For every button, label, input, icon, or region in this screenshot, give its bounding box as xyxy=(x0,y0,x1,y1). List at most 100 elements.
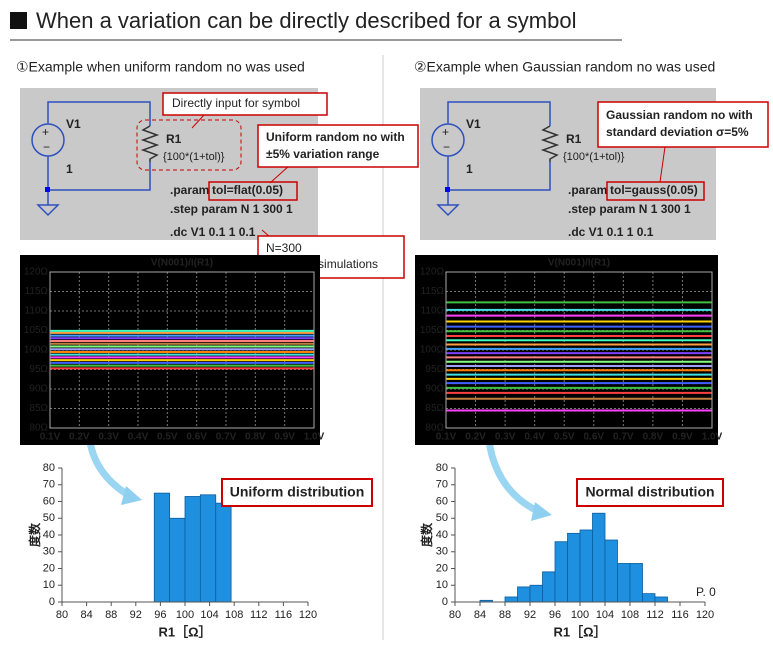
x-tick-label: 80 xyxy=(449,609,461,621)
callout: Uniform random no with ±5% variation ran… xyxy=(257,124,419,168)
y-tick-label: 90Ω xyxy=(425,384,444,395)
y-tick-label: 10 xyxy=(436,579,448,591)
x-tick-label: 0.8V xyxy=(245,432,266,443)
bar xyxy=(654,596,668,603)
x-tick-label: 0.7V xyxy=(216,432,237,443)
bar xyxy=(215,502,232,603)
x-tick-label: 92 xyxy=(524,609,536,621)
callout-text: N=300 xyxy=(266,241,302,255)
source-label: V1 xyxy=(66,117,81,131)
y-tick-label: 0 xyxy=(442,596,448,608)
annotation-box xyxy=(221,478,373,507)
code-line: tol=gauss(0.05) xyxy=(610,183,698,197)
callout-text: Directly input for symbol xyxy=(172,96,300,110)
y-tick-label: 80 xyxy=(436,462,448,474)
y-tick-label: 50 xyxy=(436,512,448,524)
bar xyxy=(199,494,217,603)
x-tick-label: 1.0V xyxy=(304,432,325,443)
resistor xyxy=(140,125,160,162)
y-tick-label: 85Ω xyxy=(425,403,444,414)
annotation-text: Uniform distribution xyxy=(230,484,365,500)
y-tick-label: 80Ω xyxy=(425,423,444,434)
bar xyxy=(529,584,543,603)
y-tick-label: 105Ω xyxy=(420,325,445,336)
resistor-label: R1 xyxy=(166,132,182,146)
x-tick-label: 0.1V xyxy=(40,432,61,443)
x-tick-label: 0.9V xyxy=(672,432,693,443)
y-tick-label: 120Ω xyxy=(24,267,49,278)
y-tick-label: 60 xyxy=(436,495,448,507)
bar xyxy=(642,593,656,603)
bar xyxy=(629,563,643,603)
x-tick-label: 112 xyxy=(250,609,268,621)
highlight xyxy=(136,119,242,171)
y-tick-label: 0 xyxy=(49,596,55,608)
x-tick-label: 0.2V xyxy=(69,432,90,443)
y-tick-label: 110Ω xyxy=(421,306,445,317)
charts: V(N001)/I(R1) 80Ω 85Ω 90Ω 95Ω 100Ω 105Ω 110Ω 115… xyxy=(20,255,723,639)
code-line: .dc V1 0.1 1 0.1 xyxy=(170,225,256,239)
bar xyxy=(604,539,618,603)
code-line: .step param N 1 300 1 xyxy=(170,202,293,216)
leader xyxy=(269,164,291,184)
slide-title: When a variation can be directly describ… xyxy=(36,8,576,33)
voltage-source xyxy=(431,123,465,157)
x-tick-label: 1.0V xyxy=(702,432,723,443)
plus: + xyxy=(42,125,49,139)
bar xyxy=(517,586,531,603)
resistor-label: R1 xyxy=(566,132,582,146)
y-tick-label: 100Ω xyxy=(420,345,445,356)
annotation: Uniform distribution xyxy=(221,478,373,507)
leader xyxy=(659,146,666,183)
bar xyxy=(554,541,568,603)
chart-title: V(N001)/I(R1) xyxy=(151,258,213,269)
code-line: tol=flat(0.05) xyxy=(212,183,283,197)
x-tick-label: 0.4V xyxy=(524,432,545,443)
bar xyxy=(567,532,581,603)
x-tick-label: 0.9V xyxy=(274,432,295,443)
y-tick-label: 115Ω xyxy=(25,286,49,297)
arrowhead xyxy=(531,502,552,521)
x-tick-label: 104 xyxy=(200,609,218,621)
plot-frame xyxy=(49,271,315,429)
x-tick-label: 0.5V xyxy=(157,432,178,443)
callout-text: ±5% variation range xyxy=(266,147,380,161)
y-tick-label: 70 xyxy=(436,479,448,491)
callout-text: standard deviation σ=5% xyxy=(606,125,749,139)
x-tick-label: 0.8V xyxy=(643,432,664,443)
title-bullet xyxy=(10,12,27,29)
node-dot xyxy=(45,187,50,192)
code-line: .dc V1 0.1 1 0.1 xyxy=(568,225,654,239)
annotation: Normal distribution xyxy=(576,478,724,507)
x-tick-label: 0.7V xyxy=(613,432,634,443)
y-tick-label: 20 xyxy=(436,562,448,574)
y-tick-label: 40 xyxy=(436,529,448,541)
x-tick-label: 96 xyxy=(549,609,561,621)
y-tick-label: 30 xyxy=(43,546,55,558)
x-tick-label: 0.4V xyxy=(128,432,149,443)
y-tick-label: 95Ω xyxy=(29,364,48,375)
callout-box xyxy=(162,92,328,116)
resistor-value: {100*(1+tol)} xyxy=(163,151,225,163)
highlight xyxy=(606,181,705,201)
x-tick-label: 100 xyxy=(176,609,194,621)
x-tick-label: 80 xyxy=(56,609,68,621)
x-tick-label: 84 xyxy=(474,609,486,621)
y-tick-label: 20 xyxy=(43,562,55,574)
x-tick-label: 120 xyxy=(299,609,317,621)
callout-text: Gaussian random no with xyxy=(606,108,753,122)
node-dot xyxy=(445,187,450,192)
y-axis-label: 度数 xyxy=(419,522,434,547)
bar xyxy=(504,596,518,603)
x-tick-label: 0.5V xyxy=(554,432,575,443)
x-tick-label: 0.6V xyxy=(583,432,604,443)
callout-text: Uniform random no with xyxy=(266,130,405,144)
panel-heading: ①Example when uniform random no was used xyxy=(16,59,305,75)
bar xyxy=(542,571,556,603)
bar xyxy=(592,512,606,603)
y-tick-label: 100Ω xyxy=(24,345,49,356)
code-line: .param xyxy=(170,183,209,197)
resistor-value: {100*(1+tol)} xyxy=(563,151,625,163)
node-label: 1 xyxy=(466,162,473,176)
